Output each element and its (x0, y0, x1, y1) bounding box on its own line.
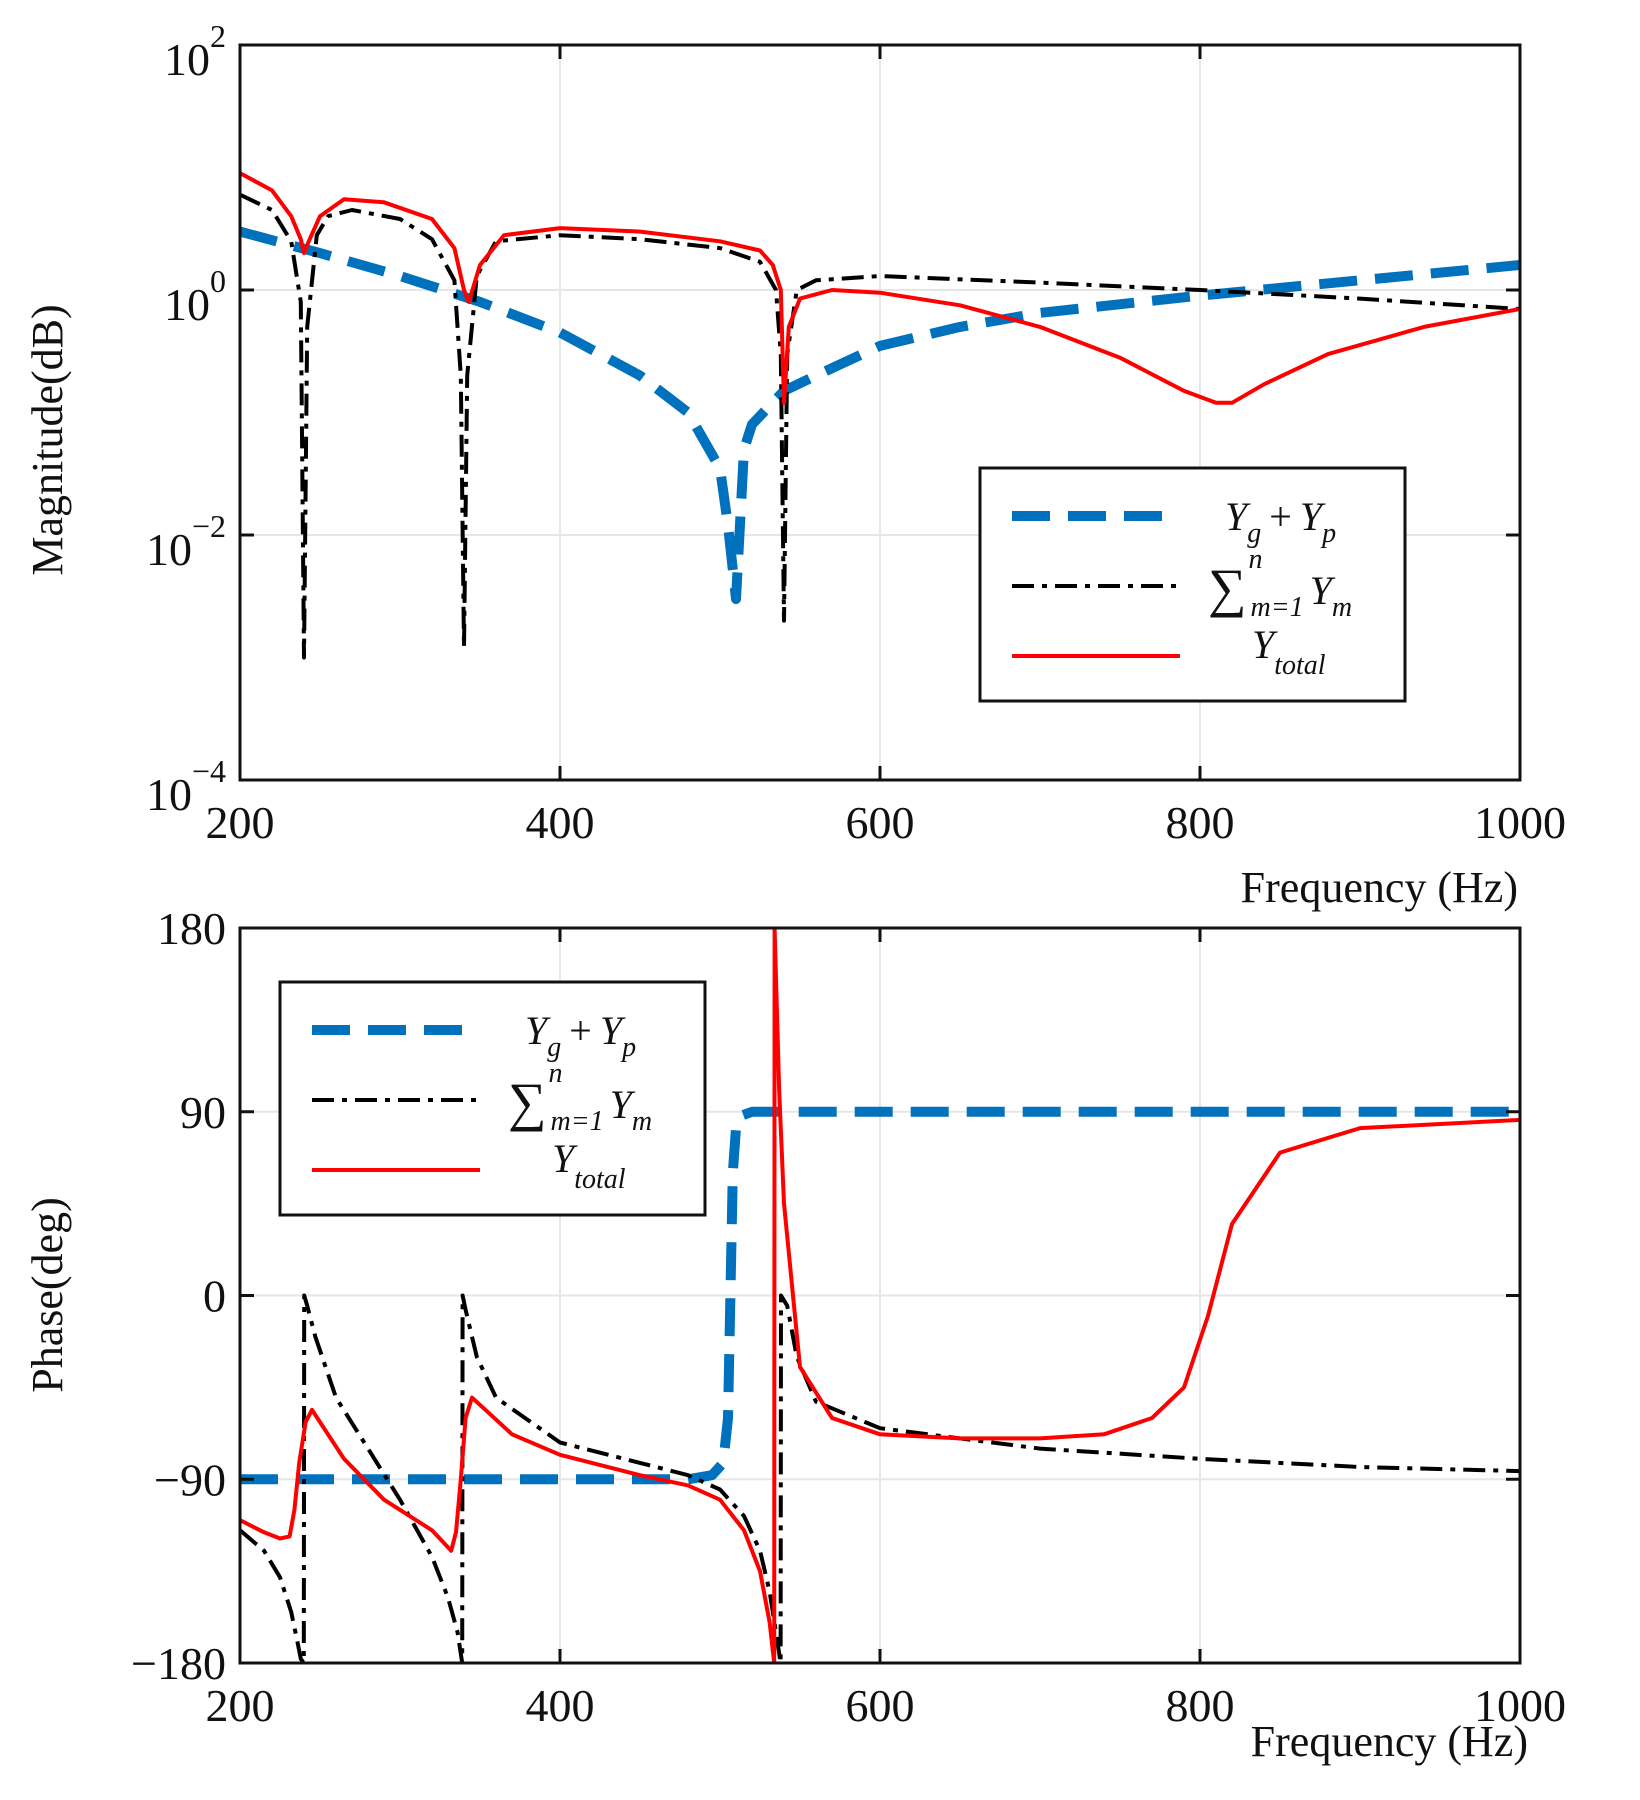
x-tick-label: 200 (206, 797, 275, 848)
x-tick-label: 800 (1166, 1680, 1235, 1731)
ph-series-line-2 (240, 928, 1520, 1663)
mag-series-line-2 (240, 171, 1520, 405)
y-tick-label: −90 (154, 1454, 226, 1505)
ph-series-line-0 (240, 1106, 1520, 1485)
phase-series (240, 928, 1520, 1663)
magnitude-y-axis-title: Magnitude(dB) (23, 304, 72, 575)
magnitude-series (240, 171, 1520, 660)
phase-x-axis-title: Frequency (Hz) (1251, 1717, 1528, 1766)
x-tick-label: 400 (526, 1680, 595, 1731)
phase-y-tick-labels: −180 −90 0 90 180 (131, 903, 226, 1689)
magnitude-y-tick-labels: 10−4 10−2 100 102 (146, 18, 226, 820)
legend-box (278, 980, 707, 1217)
phase-legend: Yg + Yp ∑n m=1 Ym Ytotal (278, 980, 707, 1217)
phase-x-tick-labels: 200 400 600 800 1000 (206, 1680, 1567, 1731)
phase-ticks (238, 926, 1522, 1665)
y-tick-label: 90 (180, 1087, 226, 1138)
magnitude-panel: 200 400 600 800 1000 10−4 10−2 100 102 Frequenc… (23, 18, 1566, 912)
phase-panel: 200 400 600 800 1000 −180 −90 0 90 180 Frequency… (23, 903, 1566, 1766)
legend-label-ytotal: Ytotal (1252, 622, 1326, 681)
legend-label-yg-yp: Yg + Yp (1225, 494, 1336, 549)
legend-label-sum-ym: ∑n m=1 Ym (1208, 544, 1352, 623)
y-tick-label: −180 (131, 1638, 226, 1689)
legend-label-ytotal: Ytotal (552, 1136, 626, 1195)
x-tick-label: 600 (846, 1680, 915, 1731)
x-tick-label: 800 (1166, 797, 1235, 848)
phase-y-axis-title: Phase(deg) (23, 1197, 72, 1393)
legend-box (978, 466, 1407, 703)
magnitude-x-axis-title: Frequency (Hz) (1241, 863, 1518, 912)
y-tick-label: 10−2 (146, 508, 226, 575)
legend-label-yg-yp: Yg + Yp (525, 1008, 636, 1063)
y-tick-label: 180 (157, 903, 226, 954)
magnitude-x-tick-labels: 200 400 600 800 1000 (206, 797, 1567, 848)
magnitude-ticks (238, 43, 1522, 782)
magnitude-legend: Yg + Yp ∑n m=1 Ym Ytotal (978, 466, 1407, 703)
mag-series-line-0 (240, 226, 1520, 605)
y-tick-label: 0 (203, 1271, 226, 1322)
x-tick-label: 1000 (1474, 797, 1566, 848)
y-tick-label: 100 (164, 263, 226, 330)
y-tick-label: 102 (164, 18, 226, 85)
ph-series-line-1 (240, 1293, 1520, 1663)
legend-label-sum-ym: ∑n m=1 Ym (508, 1058, 652, 1137)
y-tick-label: 10−4 (146, 753, 226, 820)
x-tick-label: 600 (846, 797, 915, 848)
x-tick-label: 400 (526, 797, 595, 848)
x-tick-label: 1000 (1474, 1680, 1566, 1731)
x-tick-label: 200 (206, 1680, 275, 1731)
